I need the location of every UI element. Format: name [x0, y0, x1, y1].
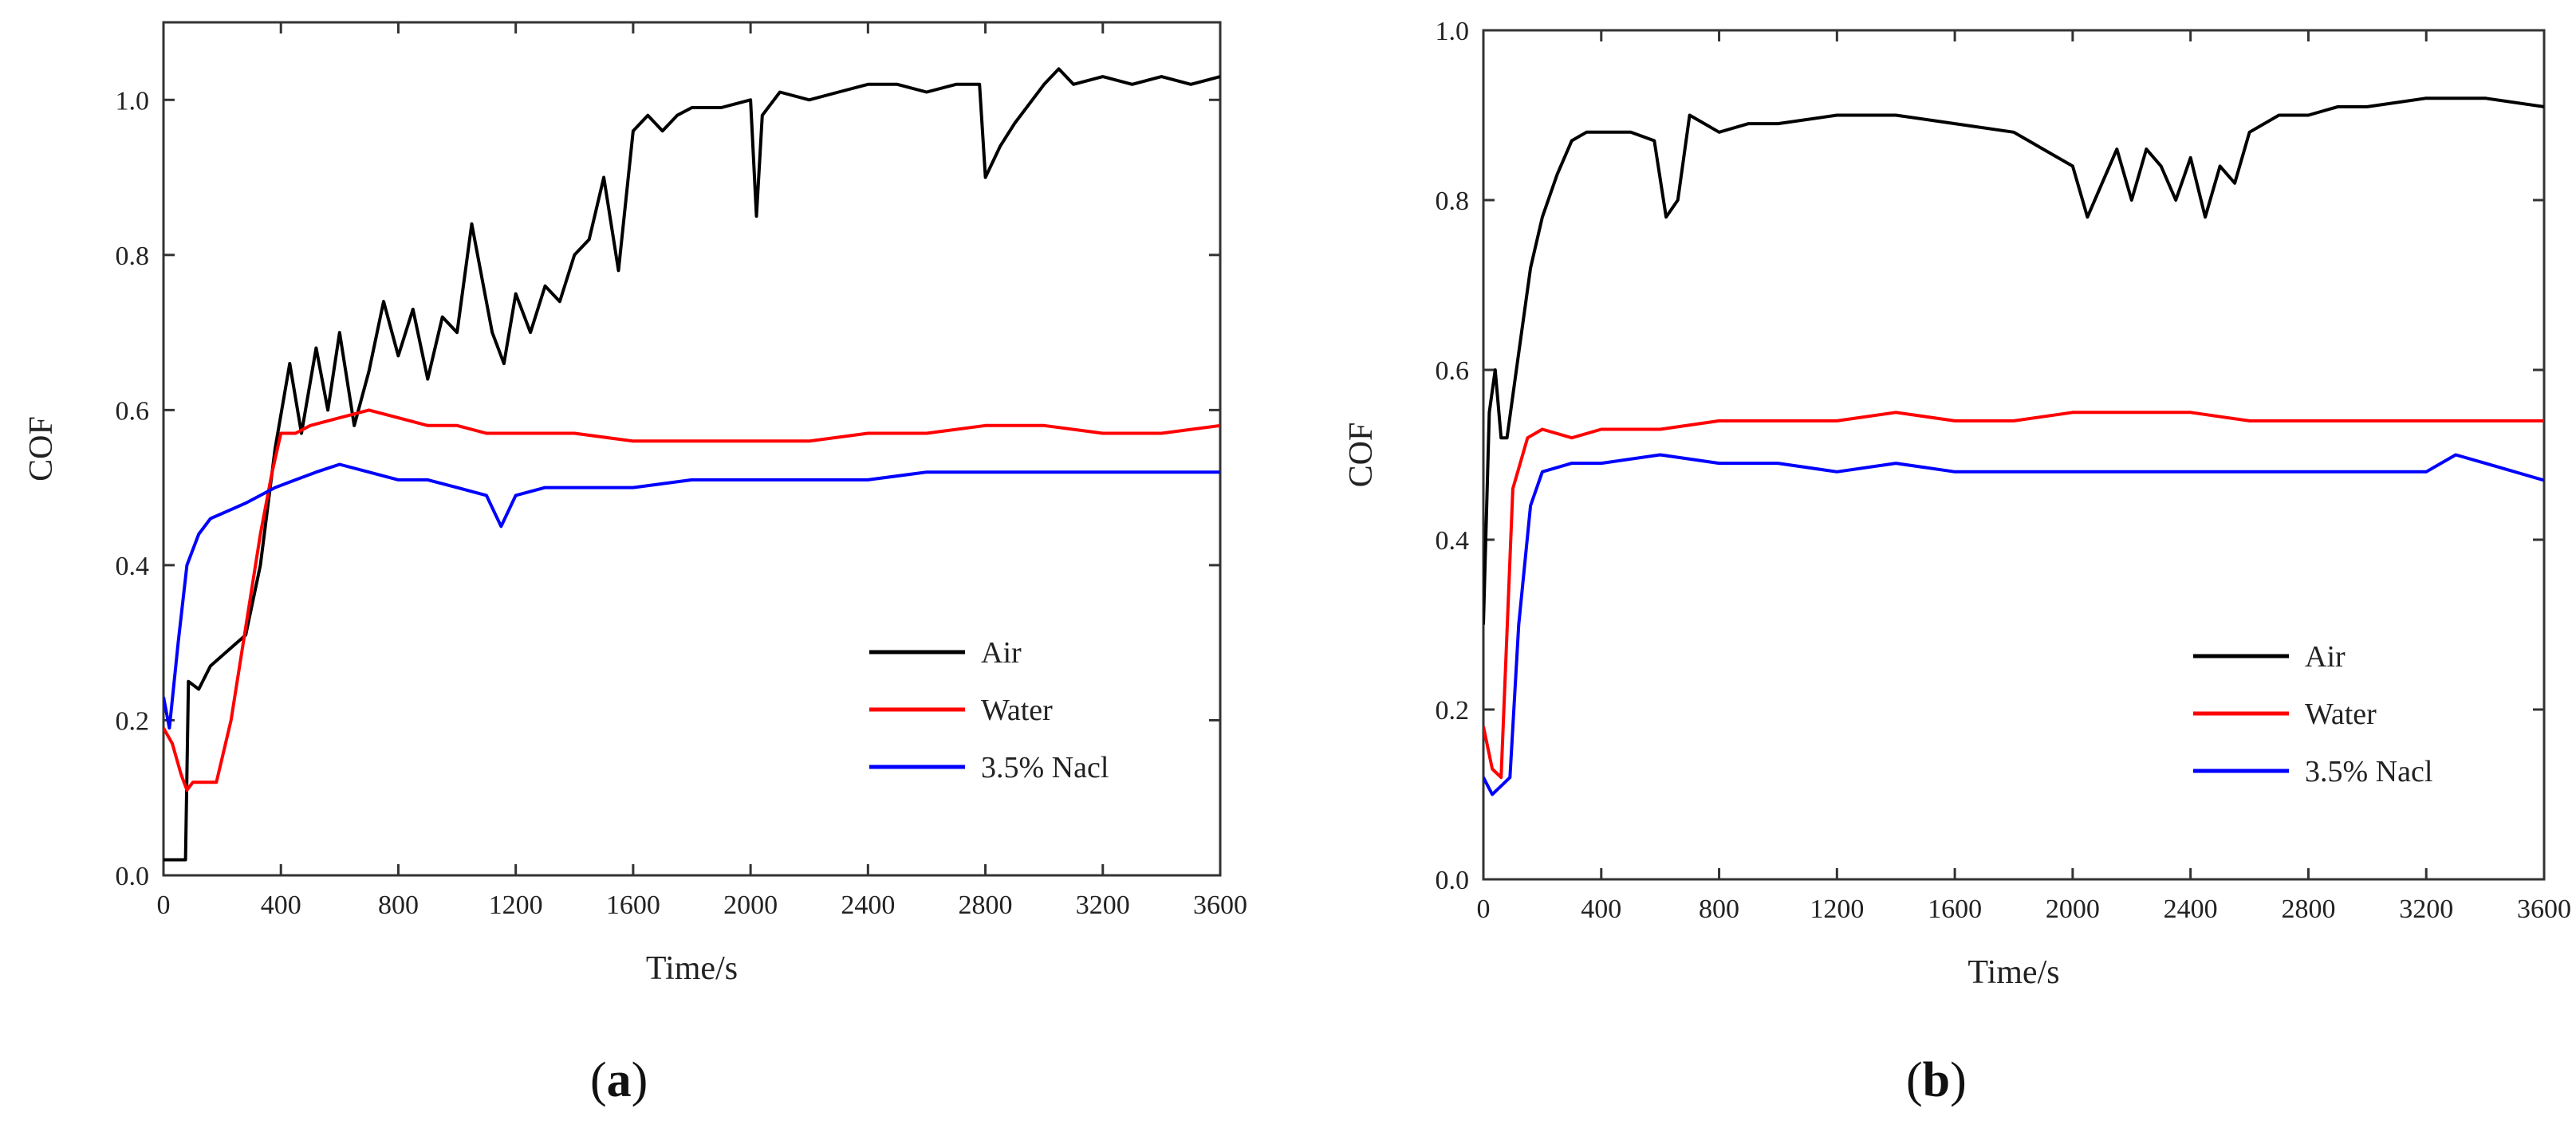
y-tick-label: 0.2	[116, 706, 150, 736]
x-tick-label: 1600	[606, 890, 660, 920]
y-tick-label: 1.0	[116, 86, 150, 116]
y-tick-label: 0.6	[116, 396, 150, 426]
chart-b: 0 400 800 1200 1600 2000 2400 2800 3200 3600 0.0 0.…	[1343, 17, 2571, 991]
x-tick-label: 2400	[2164, 894, 2218, 924]
series-line-air	[1483, 96, 2544, 625]
y-tick-label: 0.8	[116, 242, 150, 271]
x-tick-label: 2000	[2046, 894, 2100, 924]
legend-label: 3.5% Nacl	[2305, 755, 2432, 788]
y-tick-label: 0.6	[1436, 356, 1470, 386]
chart-a: 0 400 800 1200 1600 2000 2400 2800 3200 3600 0.0 0.…	[23, 21, 1247, 987]
panel-caption-a: (a)	[590, 1053, 648, 1107]
x-tick-label: 2800	[959, 890, 1013, 920]
x-tick-label: 2800	[2281, 894, 2335, 924]
y-tick-label: 0.0	[116, 862, 150, 891]
x-axis-title: Time/s	[646, 950, 738, 987]
series-line-3-5-nacl	[163, 462, 1220, 730]
legend-label: Water	[981, 694, 1053, 727]
y-tick-label: 0.4	[116, 552, 150, 581]
y-tick-label: 0.8	[1436, 187, 1470, 216]
legend-label: Water	[2305, 698, 2377, 731]
series-line-water	[1483, 411, 2544, 780]
y-tick-label: 0.4	[1436, 526, 1470, 556]
series-line-air	[163, 67, 1220, 862]
x-tick-label: 1600	[1928, 894, 1982, 924]
x-tick-label: 3200	[2399, 894, 2453, 924]
x-tick-label: 400	[261, 890, 301, 920]
plot-frame	[1482, 29, 2546, 881]
x-tick-label: 0	[157, 890, 171, 920]
x-tick-label: 2000	[723, 890, 778, 920]
x-tick-label: 0	[1477, 894, 1491, 924]
x-tick-label: 800	[378, 890, 419, 920]
y-tick-label: 0.2	[1436, 696, 1470, 725]
series-line-3-5-nacl	[1483, 453, 2544, 796]
plot-frame	[162, 21, 1222, 877]
legend-label: Air	[981, 636, 1022, 670]
x-tick-label: 800	[1699, 894, 1739, 924]
x-tick-label: 1200	[1810, 894, 1864, 924]
x-tick-label: 1200	[489, 890, 543, 920]
x-axis-title: Time/s	[1967, 954, 2059, 991]
y-tick-label: 0.0	[1436, 866, 1470, 895]
legend-label: Air	[2305, 640, 2346, 674]
x-tick-label: 2400	[841, 890, 895, 920]
y-tick-label: 1.0	[1436, 17, 1470, 46]
x-tick-label: 3200	[1076, 890, 1130, 920]
y-axis-title: COF	[1343, 423, 1380, 488]
legend-label: 3.5% Nacl	[981, 751, 1109, 784]
y-axis-title: COF	[23, 416, 60, 482]
x-tick-label: 3600	[2517, 894, 2571, 924]
x-tick-label: 3600	[1193, 890, 1247, 920]
x-tick-label: 400	[1581, 894, 1621, 924]
panel-caption-b: (b)	[1906, 1053, 1967, 1107]
series-line-water	[163, 408, 1220, 792]
